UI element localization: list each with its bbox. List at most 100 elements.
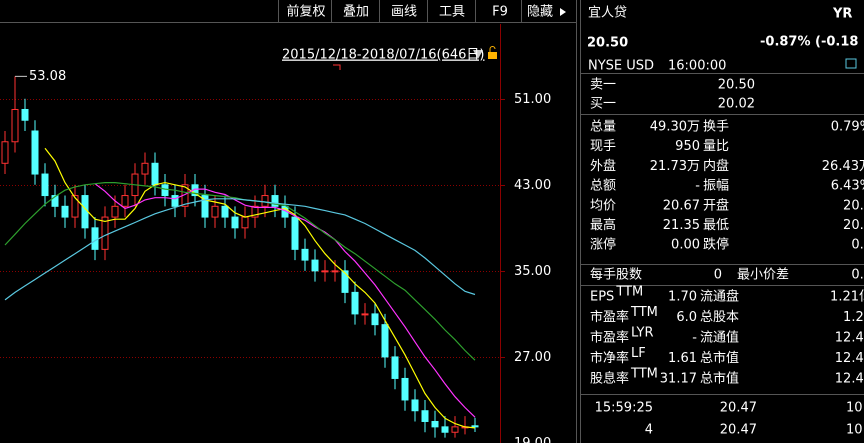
fund-value: 6.0 bbox=[676, 310, 697, 325]
stat-value: 0.79% bbox=[831, 120, 864, 135]
candle-body bbox=[121, 195, 129, 207]
candle-body bbox=[1, 141, 9, 164]
stat-label: 外盘 bbox=[590, 158, 616, 174]
fund-label: 市盈率 bbox=[590, 309, 629, 325]
stat-value: 0.00 bbox=[671, 238, 700, 253]
candle-body bbox=[471, 425, 479, 428]
trade-time: 15:59:25 bbox=[595, 401, 653, 416]
candle-body bbox=[361, 313, 369, 316]
stat-value: 49.30万 bbox=[650, 120, 700, 135]
toolbar-button[interactable]: 画线 bbox=[391, 5, 417, 20]
fund-label-sup: LF bbox=[631, 346, 646, 361]
order-label: 卖一 bbox=[590, 78, 616, 93]
candle-body bbox=[21, 108, 29, 121]
moving-average-line bbox=[94, 183, 476, 418]
order-label: 买一 bbox=[590, 97, 616, 112]
stat-label: 涨停 bbox=[590, 237, 616, 253]
stat-value: 26.43万 bbox=[822, 159, 864, 174]
stat-label: 开盘 bbox=[703, 197, 729, 213]
fund-label-sup: TTM bbox=[630, 305, 658, 320]
stat-value: 6.43% bbox=[831, 179, 864, 194]
stat-value: - bbox=[695, 179, 700, 194]
fund-value: - bbox=[692, 331, 697, 346]
stat-label: 振幅 bbox=[703, 179, 729, 194]
candle-body bbox=[401, 377, 409, 401]
stat-label: 量比 bbox=[703, 139, 729, 154]
stat-label: 内盘 bbox=[703, 158, 729, 174]
candle-body bbox=[141, 162, 149, 175]
y-tick-label: 19.00 bbox=[514, 436, 551, 443]
stat-label: 现手 bbox=[590, 139, 616, 154]
range-dropdown[interactable] bbox=[473, 50, 483, 59]
fund-value: 1.21亿 bbox=[830, 290, 864, 305]
candle-body bbox=[441, 426, 449, 433]
candle-body bbox=[51, 195, 59, 207]
toolbar-button[interactable]: 隐藏 bbox=[527, 5, 553, 20]
candle-body bbox=[431, 420, 439, 428]
candle-body bbox=[231, 216, 239, 229]
stat-label: 换手 bbox=[703, 120, 729, 135]
fund-value: 1.21 bbox=[843, 310, 864, 325]
candle-body bbox=[111, 205, 119, 218]
fund-label: 总股本 bbox=[700, 310, 739, 325]
stat-label: 最低 bbox=[703, 218, 729, 233]
candle-body bbox=[31, 130, 39, 175]
toolbar-arrow bbox=[560, 8, 566, 16]
range-label[interactable]: 2015/12/18-2018/07/16(646日) bbox=[282, 48, 485, 63]
stock-symbol: YR bbox=[832, 7, 852, 22]
candle-body bbox=[371, 313, 379, 326]
exchange: NYSE USD bbox=[588, 59, 654, 74]
candle-body bbox=[161, 184, 169, 197]
candle-body bbox=[61, 205, 69, 218]
candle-body bbox=[271, 195, 279, 207]
candle-body bbox=[291, 216, 299, 250]
toolbar-button[interactable]: F9 bbox=[492, 5, 508, 20]
fund-value: 1.61 bbox=[668, 351, 697, 366]
candle-body bbox=[151, 162, 159, 186]
lock-icon[interactable] bbox=[488, 52, 497, 59]
fund-value: 31.17 bbox=[660, 372, 697, 387]
candle-body bbox=[11, 108, 19, 143]
stat-value: 0.0 bbox=[851, 238, 864, 253]
fund-label: 总市值 bbox=[700, 371, 739, 387]
moving-average-line bbox=[44, 147, 476, 429]
stat-value: 950 bbox=[675, 139, 700, 154]
toolbar-button[interactable]: 工具 bbox=[439, 5, 465, 20]
cursor-mark bbox=[333, 64, 341, 70]
candle-body bbox=[321, 270, 329, 273]
stat-value: 0 bbox=[714, 268, 722, 283]
quote-time: 16:00:00 bbox=[668, 59, 726, 74]
candle-body bbox=[351, 291, 359, 315]
fund-label: 股息率 bbox=[590, 371, 629, 387]
trade-price: 20.47 bbox=[720, 423, 757, 438]
moving-average-line bbox=[4, 198, 476, 301]
candle-body bbox=[381, 324, 389, 358]
y-tick-label: 35.00 bbox=[514, 264, 551, 279]
toolbar-button[interactable]: 叠加 bbox=[343, 5, 369, 20]
stat-value: 20.0 bbox=[843, 218, 864, 233]
trade-price: 20.47 bbox=[720, 401, 757, 416]
stat-label: 总额 bbox=[590, 179, 616, 194]
fund-value: 12.44 bbox=[835, 372, 864, 387]
candle-body bbox=[201, 195, 209, 218]
max-annotation: 53.08 bbox=[29, 69, 66, 84]
stat-label: 均价 bbox=[590, 198, 616, 213]
trade-time: 4 bbox=[645, 423, 653, 438]
y-tick-label: 43.00 bbox=[514, 178, 551, 193]
fund-label: EPS bbox=[590, 290, 614, 305]
candle-body bbox=[91, 227, 99, 250]
alert-icon[interactable] bbox=[845, 58, 857, 69]
last-price: 20.50 bbox=[587, 36, 628, 51]
toolbar-button[interactable]: 前复权 bbox=[286, 4, 325, 20]
candle-body bbox=[81, 195, 89, 229]
stock-name: 宜人贷 bbox=[588, 6, 627, 21]
stat-label: 每手股数 bbox=[590, 267, 642, 283]
fund-value: 12.44 bbox=[835, 351, 864, 366]
candle-body bbox=[451, 426, 459, 433]
stat-label: 跌停 bbox=[703, 237, 729, 253]
stat-label: 最小价差 bbox=[737, 268, 789, 283]
fund-label: 流通值 bbox=[700, 330, 739, 346]
candle-body bbox=[391, 356, 399, 379]
stat-value: 0.0 bbox=[851, 268, 864, 283]
